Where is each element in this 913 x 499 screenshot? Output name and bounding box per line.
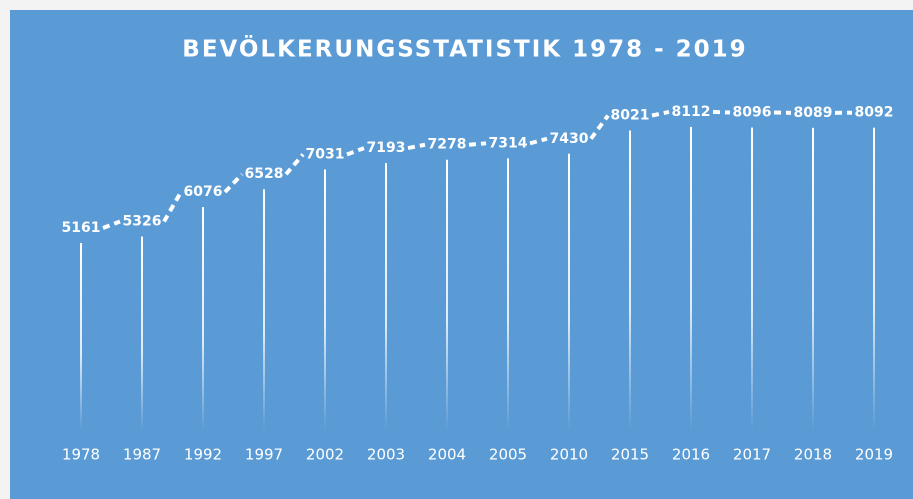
value-label: 7314: [489, 135, 528, 151]
value-label: 8021: [611, 108, 650, 124]
value-label: 7430: [550, 131, 589, 147]
drop-line: [80, 243, 82, 430]
x-tick-label: 2004: [428, 446, 466, 464]
value-label: 5326: [123, 214, 162, 230]
drop-line: [141, 236, 143, 430]
value-label: 6076: [184, 184, 223, 200]
drop-line: [873, 127, 875, 431]
connector-line: [162, 191, 183, 223]
value-label: 8092: [855, 105, 894, 121]
drop-line: [324, 169, 326, 430]
connector-line: [223, 172, 244, 194]
drop-line: [507, 158, 509, 431]
x-tick-label: 2019: [855, 446, 893, 464]
x-tick-label: 2005: [489, 446, 527, 464]
connector-line: [284, 153, 305, 176]
x-tick-label: 2018: [794, 446, 832, 464]
drop-line: [446, 159, 448, 430]
value-label: 7193: [367, 140, 406, 156]
drop-line: [385, 163, 387, 431]
x-tick-label: 2016: [672, 446, 710, 464]
drop-line: [568, 153, 570, 430]
drop-line: [690, 126, 692, 430]
connector-line: [468, 141, 487, 147]
connector-line: [589, 114, 610, 140]
value-label: 8096: [733, 105, 772, 121]
drop-line: [202, 207, 204, 430]
value-label: 5161: [62, 220, 101, 236]
x-tick-label: 1992: [184, 446, 222, 464]
connector-line: [651, 109, 670, 118]
drop-line: [812, 127, 814, 430]
x-tick-label: 2002: [306, 446, 344, 464]
x-tick-label: 2017: [733, 446, 771, 464]
x-tick-label: 1987: [123, 446, 161, 464]
x-tick-label: 1978: [62, 446, 100, 464]
drop-line: [263, 189, 265, 430]
value-label: 7278: [428, 137, 467, 153]
connector-line: [407, 142, 426, 151]
drop-line: [629, 130, 631, 431]
drop-line: [751, 127, 753, 430]
connector-line: [712, 109, 731, 115]
value-label: 8112: [672, 104, 711, 120]
x-tick-label: 1997: [245, 446, 283, 464]
x-tick-label: 2010: [550, 446, 588, 464]
x-tick-label: 2003: [367, 446, 405, 464]
x-tick-label: 2015: [611, 446, 649, 464]
chart-title: BEVÖLKERUNGSSTATISTIK 1978 - 2019: [182, 35, 747, 63]
value-label: 7031: [306, 146, 345, 162]
connector-line: [102, 219, 121, 230]
value-label: 6528: [245, 166, 284, 182]
connector-line: [346, 146, 365, 157]
connector-line: [529, 136, 548, 146]
chart-background: [10, 10, 913, 499]
value-label: 8089: [794, 105, 833, 121]
